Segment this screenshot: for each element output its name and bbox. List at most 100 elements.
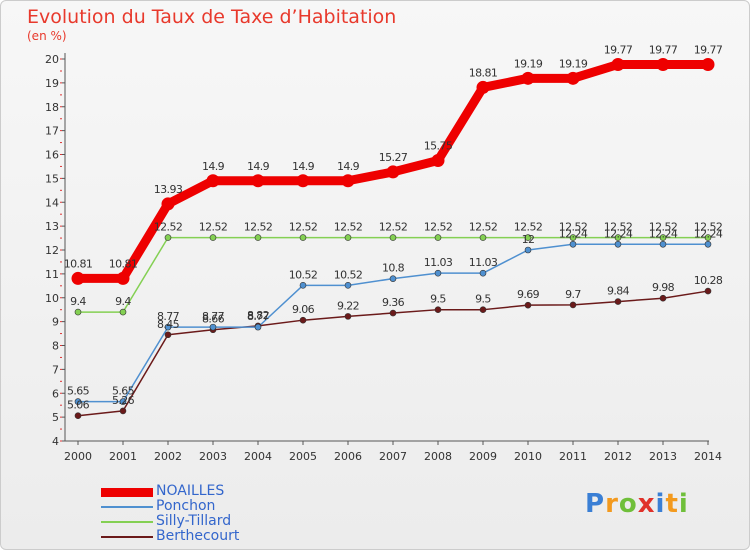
logo-letter: t [665,489,679,519]
data-point-ponchon [569,240,577,248]
data-label-silly-tillard: 12.52 [379,221,408,234]
legend-label: Silly-Tillard [156,513,232,529]
x-tick-label: 2004 [244,450,272,463]
y-tick-label: 12 [45,244,59,257]
data-point-berthecourt [299,316,307,324]
x-tick-label: 2008 [424,450,452,463]
data-label-noailles: 19.19 [559,57,588,70]
data-label-berthecourt: 9.5 [430,293,446,306]
data-label-berthecourt: 10.28 [694,274,723,287]
data-label-silly-tillard: 12.52 [559,221,588,234]
data-label-ponchon: 11.03 [424,256,453,269]
data-label-ponchon: 8.77 [157,310,180,323]
x-tick-label: 2005 [289,450,317,463]
data-point-noailles [701,57,715,71]
legend-label: Berthecourt [156,528,240,544]
x-tick-label: 2012 [604,450,632,463]
data-point-silly-tillard [209,234,217,241]
data-label-noailles: 14.9 [202,160,225,173]
x-tick-label: 2007 [379,450,407,463]
data-label-ponchon: 11.03 [469,256,498,269]
data-label-noailles: 19.19 [514,57,543,70]
data-point-ponchon [119,398,127,405]
x-tick-label: 2003 [199,450,227,463]
data-point-silly-tillard [524,234,532,241]
data-point-ponchon [614,240,622,248]
data-point-berthecourt [479,306,487,313]
data-label-silly-tillard: 12.52 [289,221,318,234]
data-label-berthecourt: 5.06 [67,399,90,412]
data-point-silly-tillard [389,234,397,241]
data-label-ponchon: 12.24 [649,227,678,240]
data-label-berthecourt: 9.69 [517,288,540,301]
data-label-noailles: 14.9 [292,160,315,173]
y-tick-label: 16 [45,149,59,162]
x-tick-label: 2002 [154,450,182,463]
legend-swatch [101,487,153,497]
data-point-ponchon [389,275,397,282]
data-label-berthecourt: 8.66 [202,313,225,326]
data-point-silly-tillard [164,234,172,241]
y-tick-label: 18 [45,101,59,114]
data-label-noailles: 14.9 [337,160,360,173]
data-point-noailles [341,174,355,188]
data-label-berthecourt: 9.84 [607,285,630,298]
data-point-ponchon [74,398,82,405]
data-label-noailles: 14.9 [247,160,270,173]
data-point-silly-tillard [119,308,127,316]
data-label-silly-tillard: 12.52 [154,221,183,234]
data-point-berthecourt [434,306,442,313]
data-point-silly-tillard [434,234,442,241]
legend-item-noailles: NOAILLES [101,483,351,499]
data-label-silly-tillard: 12.52 [199,221,228,234]
data-point-berthecourt [569,301,577,309]
data-point-silly-tillard [659,234,667,241]
data-point-berthecourt [74,412,82,419]
data-point-berthecourt [344,313,352,320]
data-label-ponchon: 12 [522,233,535,246]
data-label-noailles: 15.75 [424,139,453,152]
x-tick-label: 2011 [559,450,587,463]
data-point-noailles [611,57,625,71]
data-point-noailles [656,57,670,71]
chart-subtitle: (en %) [27,29,67,43]
y-tick-label: 13 [45,220,59,233]
y-tick-label: 7 [52,363,59,376]
data-point-ponchon [344,282,352,289]
x-tick-label: 2014 [694,450,722,463]
legend-item-berthecourt: Berthecourt [101,528,351,544]
data-point-silly-tillard [614,234,622,241]
data-label-ponchon: 10.8 [382,262,405,275]
data-label-ponchon: 10.52 [289,268,318,281]
y-tick-label: 14 [45,196,59,209]
data-label-noailles: 13.93 [154,183,183,196]
legend: NOAILLES Ponchon Silly-Tillard Berthecourt [101,483,351,544]
data-label-noailles: 19.77 [694,43,723,56]
data-label-silly-tillard: 12.52 [334,221,363,234]
logo-letter: r [605,489,619,519]
data-label-silly-tillard: 12.52 [469,221,498,234]
y-tick-label: 15 [45,172,59,185]
y-tick-label: 20 [45,53,59,66]
data-point-berthecourt [704,287,712,295]
data-label-berthecourt: 9.5 [475,293,491,306]
data-point-silly-tillard [569,234,577,241]
chart-title: Evolution du Taux de Taxe d’Habitation [27,6,397,28]
data-point-ponchon [209,323,217,331]
data-label-ponchon: 8.77 [247,310,270,323]
data-point-noailles [251,174,265,188]
data-point-ponchon [434,269,442,277]
data-label-ponchon: 8.77 [202,310,225,323]
y-tick-label: 10 [45,292,59,305]
x-tick-label: 2001 [109,450,137,463]
legend-swatch [101,506,153,508]
data-point-silly-tillard [254,234,262,241]
data-label-silly-tillard: 12.52 [649,221,678,234]
data-point-ponchon [659,240,667,248]
legend-item-ponchon: Ponchon [101,498,351,514]
data-point-noailles [161,197,175,211]
data-label-noailles: 15.27 [379,151,408,164]
x-tick-label: 2010 [514,450,542,463]
data-point-berthecourt [614,298,622,305]
